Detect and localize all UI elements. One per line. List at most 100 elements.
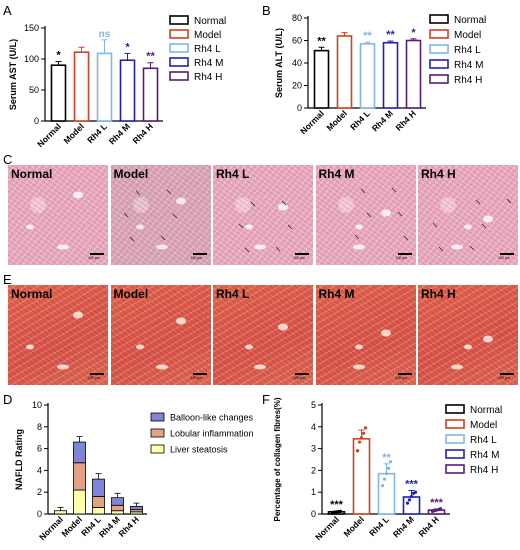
stack-segment: [92, 478, 105, 497]
scale-bar-line: [295, 253, 309, 255]
scale-bar-line: [90, 253, 104, 255]
x-tick-label: Rh4 H: [416, 514, 440, 538]
lesion-arrow: [403, 235, 408, 241]
histology-tile: Rh4 H 100 μm: [418, 165, 518, 265]
he-histology-strip: Normal 100 μm Model 100 μm Rh4 L 100 μm Rh4 M 1…: [8, 165, 518, 275]
y-axis-label: Percentage of collagen fibres(%): [273, 397, 282, 521]
significance-label: ns: [99, 29, 111, 40]
vessel-lumen: [57, 244, 69, 250]
scale-bar-label: 100 μm: [190, 376, 203, 380]
legend-label: Normal: [454, 15, 486, 26]
stack-segment: [111, 510, 124, 515]
x-tick-label: Model: [324, 108, 348, 132]
histology-tile: Rh4 M 100 μm: [315, 165, 416, 265]
x-tick-label: Rh4 L: [85, 121, 109, 145]
tissue-texture: [135, 317, 186, 370]
legend-label: Rh4 H: [194, 72, 222, 83]
legend-swatch: [445, 464, 465, 474]
scale-bar: 100 μm: [498, 373, 514, 382]
scale-bar-line: [500, 373, 514, 375]
tile-group-label: Rh4 L: [216, 287, 250, 301]
vessel-lumen: [483, 335, 493, 343]
legend-label: Rh4 L: [454, 45, 481, 56]
y-tick-label: 40: [292, 58, 302, 68]
bar: [402, 496, 421, 515]
bar: [142, 67, 159, 122]
scale-bar-label: 100 μm: [498, 256, 510, 260]
data-point: [380, 484, 385, 488]
vessel-lumen: [254, 364, 266, 370]
lesion-arrow: [360, 188, 365, 194]
y-axis-label: NAFLD Rating: [14, 429, 24, 490]
vessel-lumen: [26, 224, 34, 230]
y-axis-label: Serum ALT (U/L): [274, 28, 284, 98]
histology-tile: Rh4 L 100 μm: [213, 285, 313, 385]
stack-segment: [92, 496, 105, 508]
legend-label: Liver steatosis: [170, 445, 228, 455]
tissue-texture: [26, 311, 83, 370]
vessel-lumen: [175, 317, 186, 325]
vessel-lumen: [73, 191, 83, 199]
x-tick-label: Model: [341, 514, 365, 538]
y-tick-label: 1: [311, 487, 316, 497]
panel-letter-f: F: [262, 392, 270, 407]
bar: [377, 472, 396, 515]
lesion-arrow: [135, 190, 140, 196]
lesion-arrow: [244, 247, 250, 253]
bar: [73, 51, 90, 122]
legend-label: Lobular inflammation: [170, 429, 254, 439]
vessel-lumen: [278, 203, 288, 211]
y-tick-label: 80: [292, 13, 302, 23]
vessel-lumen: [175, 197, 186, 205]
tissue-texture: [451, 335, 493, 370]
vessel-lumen: [245, 224, 253, 230]
x-tick-label: Rh4 M: [370, 108, 395, 133]
significance-label: **: [317, 35, 326, 47]
vessel-lumen: [380, 209, 391, 217]
histology-tile: Rh4 L 100 μm: [213, 165, 313, 265]
bar: [119, 59, 136, 122]
data-point: [386, 466, 391, 470]
vessel-lumen: [155, 244, 168, 250]
y-tick-label: 100: [24, 54, 39, 64]
vessel-lumen: [26, 344, 34, 350]
stack-segment: [73, 462, 86, 491]
legend-swatch: [429, 44, 449, 54]
data-point: [357, 440, 362, 444]
lesion-arrow: [469, 245, 475, 251]
tile-group-label: Rh4 L: [216, 167, 250, 181]
scale-bar: 100 μm: [396, 373, 412, 382]
data-point: [338, 509, 343, 513]
legend-label: Rh4 M: [470, 450, 499, 461]
vessel-lumen: [354, 344, 363, 350]
tissue-texture: [352, 187, 408, 250]
scale-bar-label: 100 μm: [498, 376, 510, 380]
scale-bar: 100 μm: [498, 253, 514, 262]
bar: [313, 49, 330, 109]
lesion-arrow: [172, 213, 177, 219]
legend-swatch: [169, 29, 189, 39]
lesion-arrow: [238, 223, 244, 229]
vessel-lumen: [451, 244, 463, 250]
vessel-lumen: [352, 364, 365, 370]
x-tick-label: Normal: [35, 121, 63, 149]
x-tick-label: Rh4 L: [348, 108, 372, 132]
vessel-lumen: [464, 344, 472, 350]
scale-bar-line: [500, 253, 514, 255]
legend-label: Model: [194, 30, 221, 41]
scale-bar-line: [397, 253, 412, 255]
y-tick-label: 2: [311, 465, 316, 475]
legend-swatch: [445, 434, 465, 444]
histology-tile: Normal 100 μm: [8, 165, 108, 265]
scale-bar-line: [295, 373, 309, 375]
data-point: [382, 477, 387, 481]
significance-label: ***: [330, 499, 344, 511]
tissue-texture: [238, 200, 293, 253]
scale-bar-line: [192, 373, 207, 375]
y-tick-label: 150: [24, 23, 39, 33]
legend-swatch: [150, 428, 165, 438]
y-tick-label: 8: [37, 422, 42, 432]
y-tick-label: 60: [292, 36, 302, 46]
x-tick-label: Rh4 M: [107, 121, 132, 146]
vessel-lumen: [483, 215, 493, 223]
